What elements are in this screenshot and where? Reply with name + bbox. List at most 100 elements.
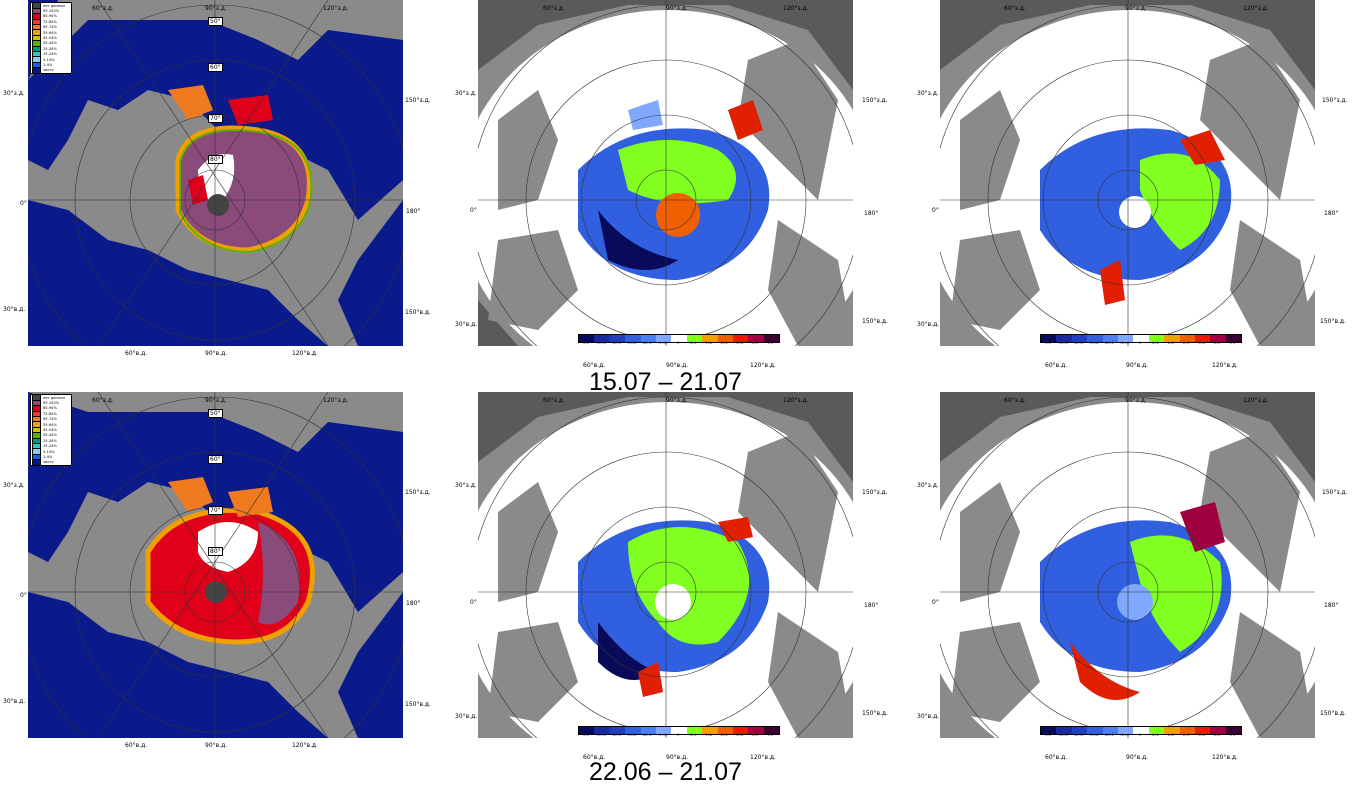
- grid-label-left-lower: 30°в.д.: [455, 713, 478, 720]
- grid-label-right-upper: 150°з.д.: [862, 489, 888, 496]
- grid-label-right-lower: 150°в.д.: [405, 701, 431, 708]
- grid-label-top-right: 120°з.д.: [783, 397, 809, 404]
- grid-label-left-upper: 30°з.д.: [917, 90, 939, 97]
- colorbar-labels: <-5 -5..-4 -4..-3 -3..-2 -2..-1 -1..-0 0 0..1 1.…: [582, 733, 773, 737]
- anomaly-map-4: [940, 392, 1315, 738]
- grid-label-left-upper: 30°з.д.: [455, 482, 477, 489]
- grid-label-top-mid: 90°з.д.: [205, 5, 227, 12]
- grid-label-left-mid: 0°: [20, 200, 27, 207]
- grid-label-right-mid: 180°: [864, 602, 879, 609]
- anomaly-colorbar: [1040, 726, 1242, 735]
- grid-label-right-upper: 150°з.д.: [405, 489, 431, 496]
- grid-label-top-right: 120°з.д.: [783, 5, 809, 12]
- grid-label-left-upper: 30°з.д.: [3, 482, 25, 489]
- grid-label-right-lower: 150°в.д.: [1320, 710, 1346, 717]
- latitude-label-70: 70°: [208, 506, 223, 515]
- grid-label-bottom-left: 60°в.д.: [583, 362, 606, 369]
- grid-label-top-mid: 90°з.д.: [666, 397, 688, 404]
- concentration-map-graphic: [28, 0, 403, 346]
- grid-label-top-right: 120°з.д.: [1243, 5, 1269, 12]
- latitude-label-50: 50°: [208, 17, 223, 26]
- grid-label-bottom-mid: 90°в.д.: [1126, 362, 1149, 369]
- grid-label-left-lower: 30°в.д.: [455, 321, 478, 328]
- grid-label-bottom-right: 120°в.д.: [292, 350, 318, 357]
- latitude-label-70: 70°: [208, 114, 223, 123]
- grid-label-top-left: 60°з.д.: [1004, 397, 1026, 404]
- grid-label-top-left: 60°з.д.: [92, 397, 114, 404]
- anomaly-colorbar: [578, 334, 780, 343]
- grid-label-right-lower: 150°в.д.: [862, 318, 888, 325]
- anomaly-colorbar: [1040, 334, 1242, 343]
- legend-item: чисто: [31, 67, 71, 74]
- grid-label-left-mid: 0°: [932, 599, 939, 606]
- grid-label-right-mid: 180°: [864, 210, 879, 217]
- grid-label-left-lower: 30°в.д.: [917, 713, 940, 720]
- anomaly-map-1: [478, 0, 853, 346]
- legend-item: чисто: [31, 459, 71, 466]
- grid-label-right-upper: 150°з.д.: [1322, 97, 1348, 104]
- grid-label-left-upper: 30°з.д.: [917, 482, 939, 489]
- latitude-label-80: 80°: [208, 155, 223, 164]
- grid-label-top-right: 120°з.д.: [323, 5, 349, 12]
- concentration-legend: нет данных 95-100% 85-94% 75-84% 65-74% …: [30, 2, 72, 75]
- grid-label-bottom-left: 60°в.д.: [583, 754, 606, 761]
- grid-label-bottom-right: 120°в.д.: [1212, 362, 1238, 369]
- grid-label-left-lower: 30°в.д.: [3, 698, 26, 705]
- latitude-label-60: 60°: [208, 63, 223, 72]
- grid-label-top-left: 60°з.д.: [92, 5, 114, 12]
- grid-label-right-upper: 150°з.д.: [1322, 489, 1348, 496]
- grid-label-left-lower: 30°в.д.: [917, 321, 940, 328]
- anomaly-map-3: [478, 392, 853, 738]
- concentration-map-1: нет данных 95-100% 85-94% 75-84% 65-74% …: [28, 0, 403, 346]
- grid-label-left-mid: 0°: [932, 207, 939, 214]
- latitude-label-50: 50°: [208, 409, 223, 418]
- concentration-map-2: нет данных 95-100% 85-94% 75-84% 65-74% …: [28, 392, 403, 738]
- grid-label-top-left: 60°з.д.: [543, 5, 565, 12]
- grid-label-bottom-right: 120°в.д.: [1212, 754, 1238, 761]
- latitude-label-60: 60°: [208, 455, 223, 464]
- colorbar-labels: <-5 -5..-4 -4..-3 -3..-2 -2..-1 -1..-0 0 0..1 1.…: [1044, 341, 1235, 345]
- grid-label-bottom-right: 120°в.д.: [750, 754, 776, 761]
- colorbar-labels: <-5 -5..-4 -4..-3 -3..-2 -2..-1 -1..-0 0 0..1 1.…: [582, 341, 773, 345]
- grid-label-bottom-left: 60°в.д.: [125, 742, 148, 749]
- grid-label-bottom-left: 60°в.д.: [1045, 362, 1068, 369]
- grid-label-right-mid: 180°: [1324, 602, 1339, 609]
- grid-label-left-lower: 30°в.д.: [3, 306, 26, 313]
- anomaly-colorbar: [578, 726, 780, 735]
- grid-label-top-mid: 90°з.д.: [1125, 5, 1147, 12]
- grid-label-right-lower: 150°в.д.: [862, 710, 888, 717]
- grid-label-right-mid: 180°: [1324, 210, 1339, 217]
- grid-label-bottom-mid: 90°в.д.: [666, 754, 689, 761]
- grid-label-right-upper: 150°з.д.: [862, 97, 888, 104]
- colorbar-labels: <-5 -5..-4 -4..-3 -3..-2 -2..-1 -1..-0 0 0..1 1.…: [1044, 733, 1235, 737]
- grid-label-bottom-mid: 90°в.д.: [205, 742, 228, 749]
- anomaly-map-graphic: [478, 392, 853, 738]
- grid-label-top-right: 120°з.д.: [323, 397, 349, 404]
- latitude-label-80: 80°: [208, 547, 223, 556]
- grid-label-top-mid: 90°з.д.: [1125, 397, 1147, 404]
- grid-label-left-upper: 30°з.д.: [3, 90, 25, 97]
- grid-label-bottom-mid: 90°в.д.: [666, 362, 689, 369]
- grid-label-top-left: 60°з.д.: [543, 397, 565, 404]
- grid-label-right-upper: 150°з.д.: [405, 97, 431, 104]
- anomaly-map-graphic: [478, 0, 853, 346]
- anomaly-map-2: [940, 0, 1315, 346]
- grid-label-bottom-mid: 90°в.д.: [1126, 754, 1149, 761]
- period-caption-1: 15.07 – 21.07: [589, 368, 742, 396]
- anomaly-map-graphic: [940, 392, 1315, 738]
- grid-label-top-right: 120°з.д.: [1243, 397, 1269, 404]
- grid-label-bottom-left: 60°в.д.: [1045, 754, 1068, 761]
- grid-label-right-mid: 180°: [406, 208, 421, 215]
- grid-label-left-mid: 0°: [20, 592, 27, 599]
- grid-label-top-mid: 90°з.д.: [666, 5, 688, 12]
- grid-label-bottom-right: 120°в.д.: [750, 362, 776, 369]
- grid-label-right-mid: 180°: [406, 600, 421, 607]
- grid-label-right-lower: 150°в.д.: [1320, 318, 1346, 325]
- grid-label-left-mid: 0°: [470, 599, 477, 606]
- grid-label-top-mid: 90°з.д.: [205, 397, 227, 404]
- grid-label-left-upper: 30°з.д.: [455, 90, 477, 97]
- anomaly-map-graphic: [940, 0, 1315, 346]
- concentration-legend: нет данных 95-100% 85-94% 75-84% 65-74% …: [30, 394, 72, 467]
- concentration-map-graphic: [28, 392, 403, 738]
- grid-label-top-left: 60°з.д.: [1004, 5, 1026, 12]
